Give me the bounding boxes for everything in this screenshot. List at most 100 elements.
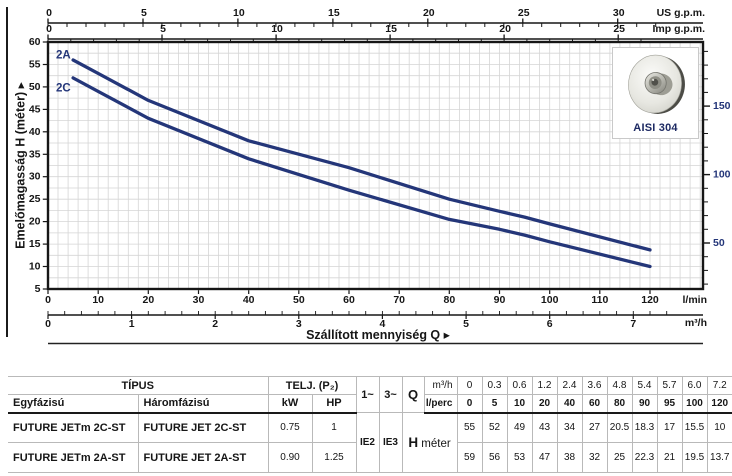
h-axis-tick-label: 20 bbox=[29, 216, 41, 228]
single-phase-model: FUTURE JETm 2C-ST bbox=[8, 412, 139, 443]
h-value: 59 bbox=[456, 442, 483, 473]
m3h-tick-label: 3 bbox=[296, 318, 302, 330]
us-gpm-axis-tick-label: 15 bbox=[328, 7, 340, 19]
spec-table-body: FUTURE JETm 2C-ST FUTURE JET 2C-ST 0.75 1 IE… bbox=[8, 412, 732, 473]
us-gpm-axis-tick-label: 10 bbox=[233, 7, 245, 19]
imp-gpm-axis-tick-label: 15 bbox=[385, 23, 397, 35]
three-phase-model: FUTURE JET 2A-ST bbox=[137, 442, 269, 473]
h-axis-tick-label: 40 bbox=[29, 126, 41, 138]
chart-svg: 0 5 10 15 20 25 30 US g.p.m.0 5 10 15 20 25 Imp g.p.m… bbox=[14, 7, 731, 345]
page-divider-line bbox=[6, 7, 9, 337]
us-gpm-axis-tick-label: 25 bbox=[518, 7, 530, 19]
header-three-phase-symbol: 3~ bbox=[378, 376, 403, 413]
header-q-lperc-unit: l/perc bbox=[423, 394, 458, 414]
lmin-tick-label: 10 bbox=[92, 294, 104, 306]
q-lperc-value: 100 bbox=[681, 394, 708, 414]
lmin-tick-label: 60 bbox=[343, 294, 355, 306]
header-single-phase-symbol: 1~ bbox=[355, 376, 380, 413]
lmin-unit-label: l/min bbox=[682, 294, 707, 306]
imp-gpm-axis-tick-label: 10 bbox=[271, 23, 283, 35]
lmin-tick-label: 50 bbox=[293, 294, 305, 306]
q-lperc-value: 10 bbox=[506, 394, 533, 414]
header-haromfazisu: Háromfázisú bbox=[137, 394, 269, 414]
ie-class-three: IE3 bbox=[378, 412, 403, 473]
h-value: 19.5 bbox=[681, 442, 708, 473]
q-m3h-value: 5.4 bbox=[631, 376, 658, 395]
h-meter-label: H méter bbox=[401, 412, 458, 473]
lmin-tick-label: 30 bbox=[193, 294, 205, 306]
imp-gpm-axis-tick-label: 25 bbox=[613, 23, 625, 35]
lmin-tick-label: 90 bbox=[494, 294, 506, 306]
y-axis-title: Emelőmagasság H (méter) ▸ bbox=[14, 81, 28, 248]
h-value: 49 bbox=[506, 412, 533, 443]
header-tipus: TÍPUS bbox=[8, 376, 269, 395]
impeller-photo-box: AISI 304 bbox=[612, 47, 699, 139]
h-value: 10 bbox=[706, 412, 732, 443]
hp-value: 1 bbox=[311, 412, 357, 443]
q-lperc-value: 120 bbox=[706, 394, 732, 414]
h-value: 34 bbox=[556, 412, 583, 443]
q-lperc-value: 80 bbox=[606, 394, 633, 414]
lmin-tick-label: 0 bbox=[45, 294, 51, 306]
header-egyfazisu: Egyfázisú bbox=[8, 394, 139, 414]
imp-gpm-axis-tick-label: 0 bbox=[46, 23, 52, 35]
q-m3h-value: 5.7 bbox=[656, 376, 683, 395]
h-value: 27 bbox=[581, 412, 608, 443]
header-hp: HP bbox=[311, 394, 357, 414]
ie-class-single: IE2 bbox=[355, 412, 380, 473]
lmin-tick-label: 70 bbox=[393, 294, 405, 306]
x-axis-title: Szállított mennyiség Q ▸ bbox=[306, 328, 451, 342]
h-axis-tick-label: 30 bbox=[29, 171, 41, 183]
h-axis-tick-label: 35 bbox=[29, 148, 41, 160]
q-m3h-value: 7.2 bbox=[706, 376, 732, 395]
impeller-material-label: AISI 304 bbox=[633, 122, 678, 134]
m3h-tick-label: 4 bbox=[380, 318, 386, 330]
hp-value: 1.25 bbox=[311, 442, 357, 473]
header-q-m3h-unit: m³/h bbox=[423, 376, 458, 395]
h-axis-tick-label: 25 bbox=[29, 193, 41, 205]
performance-chart: 0 5 10 15 20 25 30 US g.p.m. 0 5 10 15 20 25 Imp g.p.m… bbox=[14, 7, 731, 345]
imp-gpm-axis-tick-label: 20 bbox=[499, 23, 511, 35]
h-value: 52 bbox=[481, 412, 508, 443]
lmin-tick-label: 110 bbox=[591, 294, 608, 306]
h-value: 47 bbox=[531, 442, 558, 473]
m3h-tick-label: 2 bbox=[212, 318, 218, 330]
lmin-tick-label: 80 bbox=[443, 294, 455, 306]
q-m3h-value: 0.3 bbox=[481, 376, 508, 395]
curve-label-2C: 2C bbox=[56, 83, 71, 95]
m3h-tick-label: 7 bbox=[630, 318, 636, 330]
us-gpm-axis-unit-label: US g.p.m. bbox=[657, 7, 706, 19]
h-value: 20.5 bbox=[606, 412, 633, 443]
q-lperc-value: 40 bbox=[556, 394, 583, 414]
feet-axis-tick-label: 100 bbox=[713, 169, 731, 181]
h-value: 22.3 bbox=[631, 442, 658, 473]
q-lperc-value: 90 bbox=[631, 394, 658, 414]
q-m3h-value: 2.4 bbox=[556, 376, 583, 395]
h-value: 53 bbox=[506, 442, 533, 473]
h-value: 13.7 bbox=[706, 442, 732, 473]
h-axis-tick-label: 50 bbox=[29, 81, 41, 93]
us-gpm-axis-tick-label: 0 bbox=[46, 7, 52, 19]
us-gpm-axis-tick-label: 30 bbox=[613, 7, 625, 19]
h-axis-tick-label: 45 bbox=[29, 103, 41, 115]
us-gpm-axis-tick-label: 5 bbox=[141, 7, 147, 19]
h-value: 21 bbox=[656, 442, 683, 473]
m3h-unit-label: m³/h bbox=[685, 317, 707, 329]
single-phase-model: FUTURE JETm 2A-ST bbox=[8, 442, 139, 473]
feet-axis-tick-label: 50 bbox=[713, 237, 725, 249]
q-lperc-value: 95 bbox=[656, 394, 683, 414]
h-value: 15.5 bbox=[681, 412, 708, 443]
q-lperc-value: 5 bbox=[481, 394, 508, 414]
lmin-tick-label: 20 bbox=[142, 294, 154, 306]
header-kw: kW bbox=[267, 394, 313, 414]
h-axis-tick-label: 10 bbox=[29, 261, 41, 273]
m3h-tick-label: 5 bbox=[463, 318, 469, 330]
h-value: 43 bbox=[531, 412, 558, 443]
kw-value: 0.75 bbox=[267, 412, 313, 443]
q-m3h-value: 1.2 bbox=[531, 376, 558, 395]
kw-value: 0.90 bbox=[267, 442, 313, 473]
h-value: 55 bbox=[456, 412, 483, 443]
impeller-image bbox=[627, 54, 685, 114]
q-m3h-value: 0.6 bbox=[506, 376, 533, 395]
